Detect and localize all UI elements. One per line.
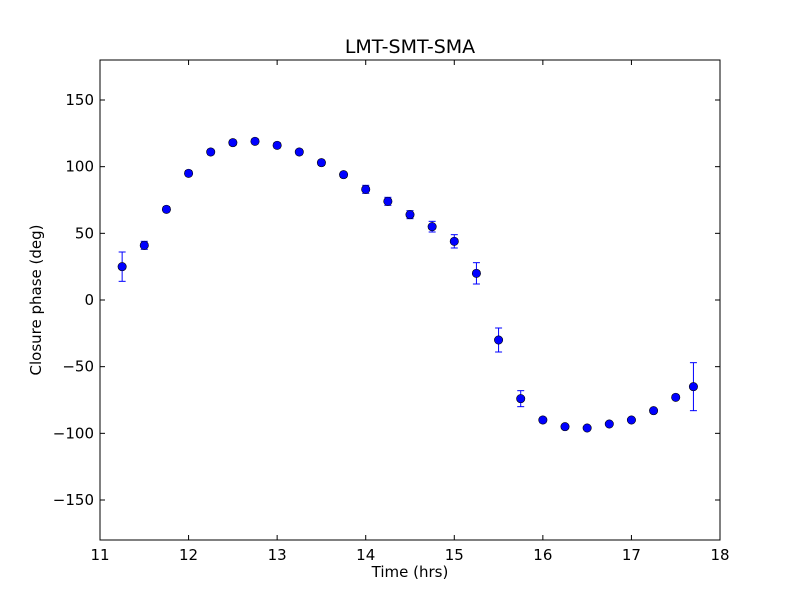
y-tick-label: −50 bbox=[62, 358, 94, 376]
x-tick-label: 18 bbox=[710, 546, 729, 564]
data-point bbox=[427, 222, 437, 232]
plot-frame bbox=[99, 59, 721, 541]
data-point bbox=[206, 147, 216, 157]
data-point bbox=[494, 335, 504, 345]
x-tick-label: 11 bbox=[90, 546, 109, 564]
data-point bbox=[361, 184, 371, 194]
y-tick-label: 150 bbox=[65, 91, 94, 109]
x-tick-label: 17 bbox=[622, 546, 641, 564]
data-point bbox=[383, 196, 393, 206]
data-point bbox=[449, 236, 459, 246]
data-point bbox=[184, 168, 194, 178]
data-point bbox=[228, 138, 238, 148]
data-marks bbox=[117, 136, 698, 433]
x-tick-label: 13 bbox=[268, 546, 287, 564]
data-point bbox=[516, 394, 526, 404]
data-point bbox=[538, 415, 548, 425]
y-tick-label: 100 bbox=[65, 158, 94, 176]
x-tick-label: 15 bbox=[445, 546, 464, 564]
data-point bbox=[649, 406, 659, 416]
data-point bbox=[582, 423, 592, 433]
data-point bbox=[117, 262, 127, 272]
y-tick-label: 50 bbox=[75, 224, 94, 242]
chart-title: LMT-SMT-SMA bbox=[345, 36, 475, 58]
y-axis-label: Closure phase (deg) bbox=[27, 225, 45, 376]
data-point bbox=[139, 240, 149, 250]
data-point bbox=[272, 140, 282, 150]
x-tick-label: 12 bbox=[179, 546, 198, 564]
data-point bbox=[316, 158, 326, 168]
data-point bbox=[671, 392, 681, 402]
data-point bbox=[405, 210, 415, 220]
axis-ticks: 11 12 13 14 15 16 17 18 −150 −100 −50 0 50 100 150 bbox=[53, 60, 730, 564]
data-point bbox=[560, 422, 570, 432]
data-point bbox=[604, 419, 614, 429]
data-point bbox=[688, 382, 698, 392]
data-point bbox=[471, 268, 481, 278]
x-tick-label: 14 bbox=[356, 546, 375, 564]
data-point bbox=[626, 415, 636, 425]
y-tick-label: −150 bbox=[53, 491, 94, 509]
y-tick-label: 0 bbox=[84, 291, 94, 309]
data-point bbox=[294, 147, 304, 157]
x-tick-label: 16 bbox=[533, 546, 552, 564]
x-axis-label: Time (hrs) bbox=[371, 563, 449, 581]
data-point bbox=[250, 136, 260, 146]
y-tick-label: −100 bbox=[53, 424, 94, 442]
data-point bbox=[161, 204, 171, 214]
data-point bbox=[339, 170, 349, 180]
